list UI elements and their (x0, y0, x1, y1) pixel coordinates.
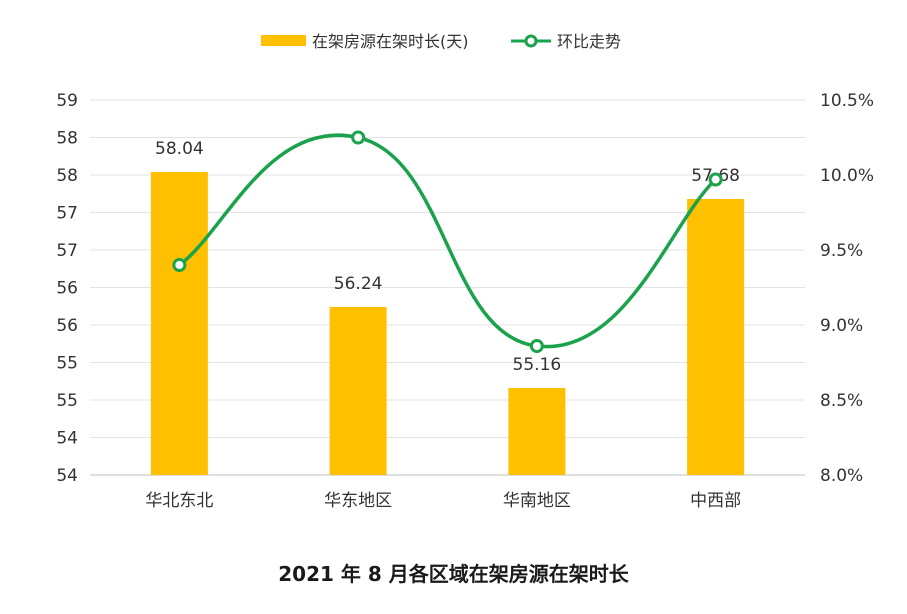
category-label: 华北东北 (145, 491, 213, 511)
left-axis-tick-label: 58 (56, 129, 78, 149)
line-series (172, 130, 723, 353)
right-axis-tick-label: 9.5% (820, 241, 863, 261)
left-axis-tick-label: 58 (56, 166, 78, 186)
left-axis-tick-label: 59 (56, 91, 78, 111)
bar (329, 307, 387, 475)
category-axis-labels: 华北东北 华东地区 华南地区 中西部 (145, 491, 741, 511)
right-axis-tick-label: 8.5% (820, 391, 863, 411)
bar (508, 388, 566, 475)
legend-line-marker (524, 34, 538, 48)
legend-line-label: 环比走势 (557, 32, 621, 51)
right-axis-ticks: 8.0% 8.5% 9.0% 9.5% 10.0% 10.5% (820, 91, 874, 486)
right-axis-tick-label: 10.0% (820, 166, 874, 186)
category-label: 华南地区 (503, 491, 571, 511)
bar-data-label: 58.04 (155, 139, 204, 159)
left-axis-tick-label: 56 (56, 316, 78, 336)
trend-point (529, 339, 544, 353)
bar-series (150, 172, 745, 475)
left-axis-tick-label: 54 (56, 429, 78, 449)
gridlines (90, 99, 805, 476)
legend-bar-label: 在架房源在架时长(天) (312, 32, 469, 51)
bar-data-label: 55.16 (513, 355, 562, 375)
left-axis-tick-label: 56 (56, 279, 78, 299)
bar (687, 199, 745, 475)
left-axis-tick-label: 55 (56, 354, 78, 374)
trend-point (708, 172, 723, 187)
left-axis-ticks: 54 54 55 55 56 56 57 57 58 58 59 (56, 91, 78, 486)
trend-line (178, 133, 717, 349)
category-label: 中西部 (690, 491, 741, 511)
legend-bar-swatch (261, 35, 306, 46)
bar-data-label: 56.24 (334, 274, 383, 294)
legend: 在架房源在架时长(天) 环比走势 (261, 32, 621, 51)
left-axis-tick-label: 57 (56, 204, 78, 224)
bar (150, 172, 208, 475)
right-axis-tick-label: 10.5% (820, 91, 874, 111)
left-axis-tick-label: 55 (56, 391, 78, 411)
trend-point (172, 258, 187, 272)
left-axis-tick-label: 57 (56, 241, 78, 261)
left-axis-tick-label: 54 (56, 466, 78, 486)
right-axis-tick-label: 8.0% (820, 466, 863, 486)
category-label: 华东地区 (324, 491, 392, 511)
chart-caption: 2021 年 8 月各区域在架房源在架时长 (278, 562, 629, 586)
trend-point (351, 130, 366, 145)
right-axis-tick-label: 9.0% (820, 316, 863, 336)
